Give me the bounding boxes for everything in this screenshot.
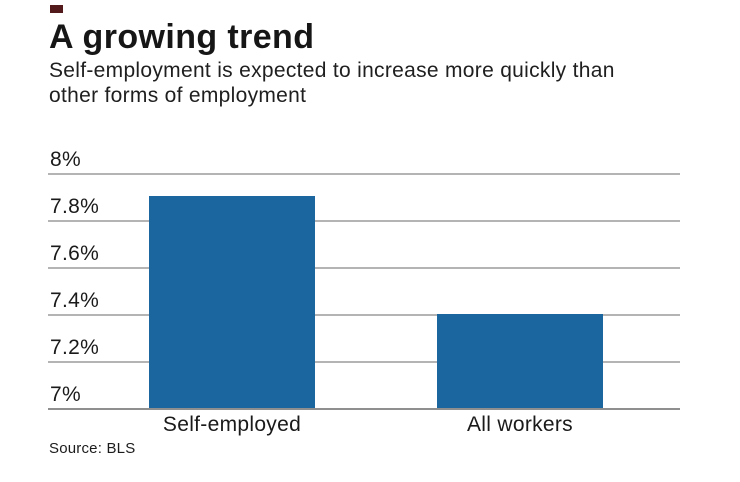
y-axis-tick-label-7-4-: 7.4% bbox=[50, 289, 100, 312]
y-axis-tick-label-7-8-: 7.8% bbox=[50, 195, 100, 218]
chart-title: A growing trend bbox=[49, 18, 315, 56]
subtitle-line-2: other forms of employment bbox=[49, 84, 307, 107]
gridline-7-4- bbox=[48, 314, 680, 316]
gridline-7-8- bbox=[48, 220, 680, 222]
brand-accent-square bbox=[50, 5, 63, 13]
gridline-8- bbox=[48, 173, 680, 175]
bar-all-workers bbox=[437, 314, 603, 409]
x-axis-category-label-self-employed: Self-employed bbox=[162, 413, 302, 436]
gridline-7-2- bbox=[48, 361, 680, 363]
bar-self-employed bbox=[149, 196, 315, 409]
chart-subtitle: Self-employment is expected to increase … bbox=[49, 58, 709, 108]
y-axis-tick-label-7-: 7% bbox=[50, 383, 81, 406]
y-axis-tick-label-7-6-: 7.6% bbox=[50, 242, 100, 265]
gridline-7-6- bbox=[48, 267, 680, 269]
source-note: Source: BLS bbox=[49, 440, 136, 457]
x-axis-line bbox=[48, 408, 680, 410]
y-axis-tick-label-7-2-: 7.2% bbox=[50, 336, 100, 359]
y-axis-tick-label-8-: 8% bbox=[50, 148, 81, 171]
x-axis-category-label-all-workers: All workers bbox=[467, 413, 573, 436]
subtitle-line-1: Self-employment is expected to increase … bbox=[49, 59, 615, 82]
